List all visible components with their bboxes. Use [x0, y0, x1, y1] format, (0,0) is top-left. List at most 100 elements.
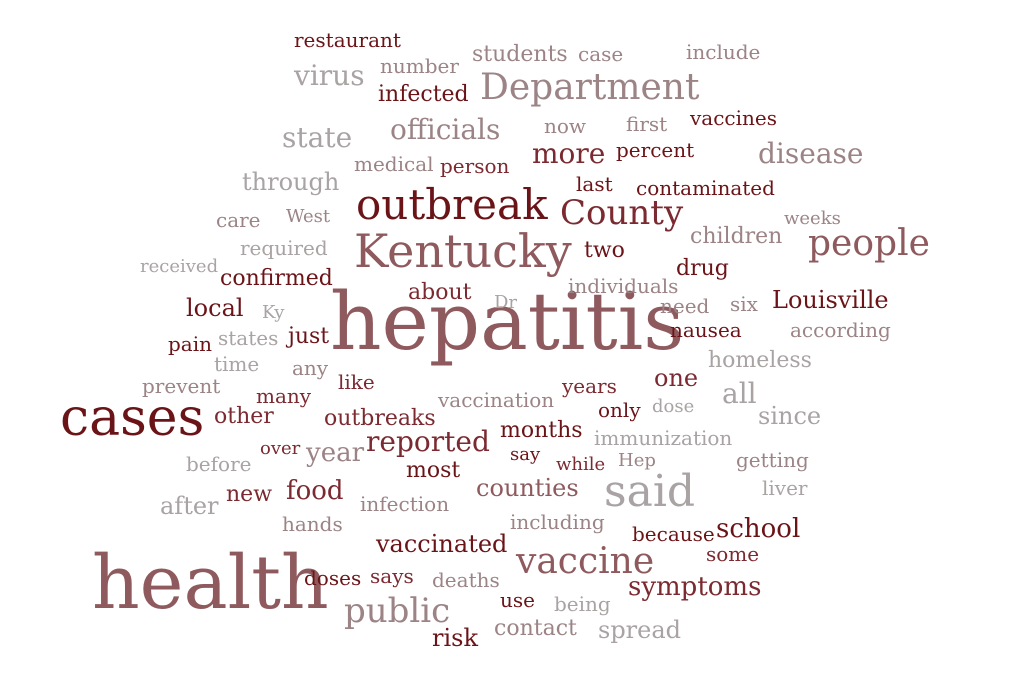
word-include: include	[686, 40, 761, 64]
word-hands: hands	[282, 512, 343, 536]
word-local: local	[186, 294, 244, 322]
word-hepatitis: hepatitis	[330, 275, 685, 368]
word-just: just	[288, 324, 330, 349]
word-required: required	[240, 236, 328, 260]
word-year: year	[306, 438, 365, 468]
word-liver: liver	[762, 476, 808, 500]
word-county: County	[560, 193, 684, 233]
word-most: most	[406, 458, 461, 483]
word-more: more	[532, 137, 606, 170]
word-deaths: deaths	[432, 568, 500, 592]
word-vaccines: vaccines	[690, 106, 778, 130]
word-students: students	[472, 42, 568, 67]
word-contact: contact	[494, 616, 577, 641]
word-first: first	[626, 112, 668, 136]
word-nausea: nausea	[670, 318, 742, 342]
word-school: school	[716, 514, 801, 544]
word-only: only	[598, 398, 641, 422]
word-after: after	[160, 492, 219, 520]
word-number: number	[380, 54, 459, 78]
word-being: being	[554, 592, 611, 616]
word-ky: Ky	[262, 302, 285, 323]
word-officials: officials	[390, 113, 501, 146]
word-hep: Hep	[618, 450, 656, 471]
word-prevent: prevent	[142, 374, 221, 398]
word-state: state	[282, 121, 353, 154]
word-some: some	[706, 542, 760, 566]
word-infected: infected	[378, 82, 469, 107]
word-years: years	[562, 374, 617, 398]
word-through: through	[242, 168, 340, 196]
word-public: public	[344, 591, 451, 631]
word-individuals: individuals	[568, 274, 679, 298]
word-say: say	[510, 444, 541, 465]
word-getting: getting	[736, 448, 809, 472]
word-person: person	[440, 154, 510, 178]
word-medical: medical	[354, 152, 434, 176]
word-including: including	[510, 510, 605, 534]
word-children: children	[690, 224, 783, 249]
word-care: care	[216, 208, 261, 232]
word-drug: drug	[676, 256, 729, 281]
word-other: other	[214, 404, 274, 429]
word-time: time	[214, 352, 260, 376]
word-outbreaks: outbreaks	[324, 406, 436, 431]
word-case: case	[578, 42, 624, 66]
word-cases: cases	[60, 388, 205, 448]
word-while: while	[556, 454, 606, 475]
word-states: states	[218, 326, 279, 350]
word-counties: counties	[476, 474, 579, 502]
word-over: over	[260, 438, 301, 459]
word-months: months	[500, 418, 583, 443]
word-percent: percent	[616, 138, 695, 162]
word-west: West	[286, 206, 331, 227]
word-risk: risk	[432, 624, 479, 652]
word-need: need	[660, 294, 710, 318]
word-virus: virus	[294, 59, 365, 92]
word-one: one	[654, 364, 699, 392]
word-reported: reported	[366, 425, 490, 458]
word-contaminated: contaminated	[636, 176, 775, 200]
word-vaccination: vaccination	[438, 388, 555, 412]
word-vaccinated: vaccinated	[376, 530, 508, 558]
word-use: use	[500, 588, 535, 612]
word-people: people	[808, 223, 930, 264]
word-said: said	[604, 466, 696, 517]
word-pain: pain	[168, 332, 213, 356]
word-homeless: homeless	[708, 348, 812, 373]
word-outbreak: outbreak	[356, 180, 548, 229]
word-kentucky: Kentucky	[354, 224, 572, 278]
word-any: any	[292, 356, 329, 380]
word-health: health	[92, 540, 329, 626]
word-spread: spread	[598, 616, 682, 644]
word-weeks: weeks	[784, 208, 841, 229]
word-immunization: immunization	[594, 426, 733, 450]
word-food: food	[286, 476, 344, 506]
word-all: all	[722, 377, 757, 410]
word-since: since	[758, 402, 822, 430]
word-infection: infection	[360, 492, 450, 516]
word-six: six	[730, 292, 758, 316]
word-confirmed: confirmed	[220, 266, 333, 291]
word-like: like	[338, 370, 375, 394]
word-louisville: Louisville	[772, 286, 889, 314]
word-dose: dose	[652, 396, 695, 417]
word-before: before	[186, 452, 252, 476]
word-dr: Dr	[494, 292, 518, 313]
word-according: according	[790, 318, 891, 342]
word-because: because	[632, 522, 715, 546]
word-department: Department	[480, 67, 700, 108]
word-says: says	[370, 564, 414, 588]
word-received: received	[140, 256, 219, 277]
word-now: now	[544, 114, 587, 138]
word-disease: disease	[758, 137, 864, 170]
word-many: many	[256, 384, 312, 408]
word-last: last	[576, 172, 613, 196]
word-vaccine: vaccine	[516, 541, 655, 582]
word-doses: doses	[304, 566, 362, 590]
word-restaurant: restaurant	[294, 28, 401, 52]
word-symptoms: symptoms	[628, 572, 762, 602]
word-about: about	[408, 280, 472, 305]
word-new: new	[226, 482, 273, 507]
